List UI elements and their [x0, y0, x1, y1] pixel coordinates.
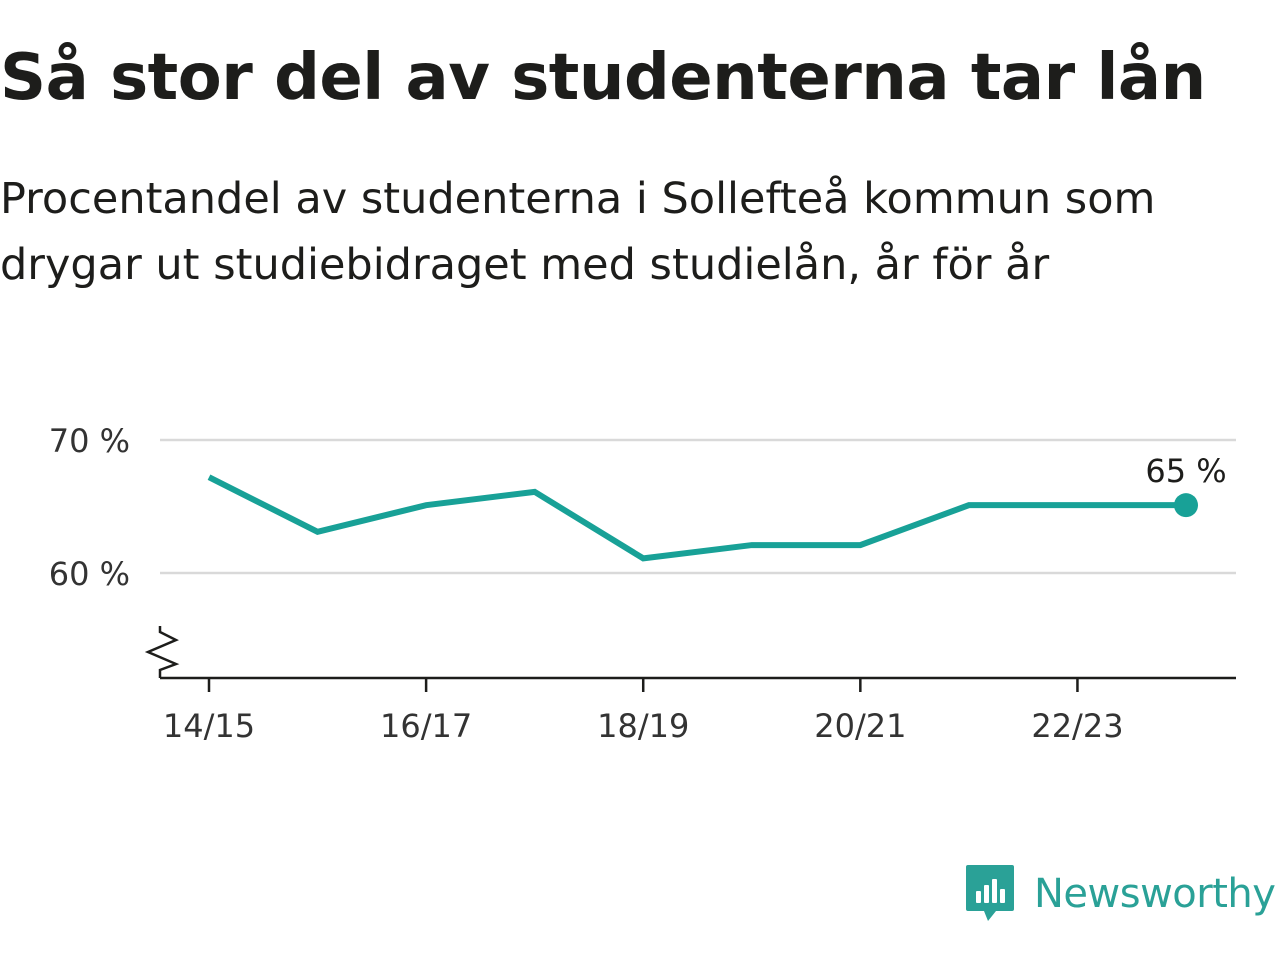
chart-subtitle: Procentandel av studenterna i Sollefteå …: [0, 174, 1156, 290]
end-point: [1174, 493, 1198, 518]
y-axis-break: [144, 626, 180, 678]
data-points: 65 %: [206, 452, 1227, 561]
data-point: [532, 489, 538, 495]
x-tick-label: 20/21: [814, 707, 906, 745]
newsworthy-logo-icon: [966, 865, 1014, 921]
x-tick-label: 16/17: [380, 707, 472, 745]
data-point: [315, 529, 321, 535]
y-tick-label: 60 %: [49, 555, 130, 593]
x-tick-label: 14/15: [163, 707, 255, 745]
y-axis-labels: 60 % 70 %: [49, 422, 130, 593]
chart-title: Så stor del av studenterna tar lån: [0, 41, 1206, 115]
gridlines: [160, 438, 1236, 575]
data-point: [857, 542, 863, 548]
data-point: [749, 542, 755, 548]
series-line-group: [207, 474, 1186, 562]
end-value-label: 65 %: [1145, 452, 1226, 490]
x-axis-labels: 14/15 16/17 18/19 20/21 22/23: [163, 707, 1124, 745]
series-line: [207, 474, 1186, 562]
data-point: [640, 555, 646, 561]
brand-name: Newsworthy: [1034, 871, 1276, 917]
x-tick-label: 18/19: [597, 707, 689, 745]
x-axis: [144, 626, 1236, 692]
x-tick-label: 22/23: [1031, 707, 1123, 745]
data-point: [966, 502, 972, 508]
data-point: [423, 502, 429, 508]
brand-logo: Newsworthy: [964, 862, 1276, 926]
data-point: [1074, 502, 1080, 508]
data-point: [206, 474, 212, 480]
y-tick-label: 70 %: [49, 422, 130, 460]
